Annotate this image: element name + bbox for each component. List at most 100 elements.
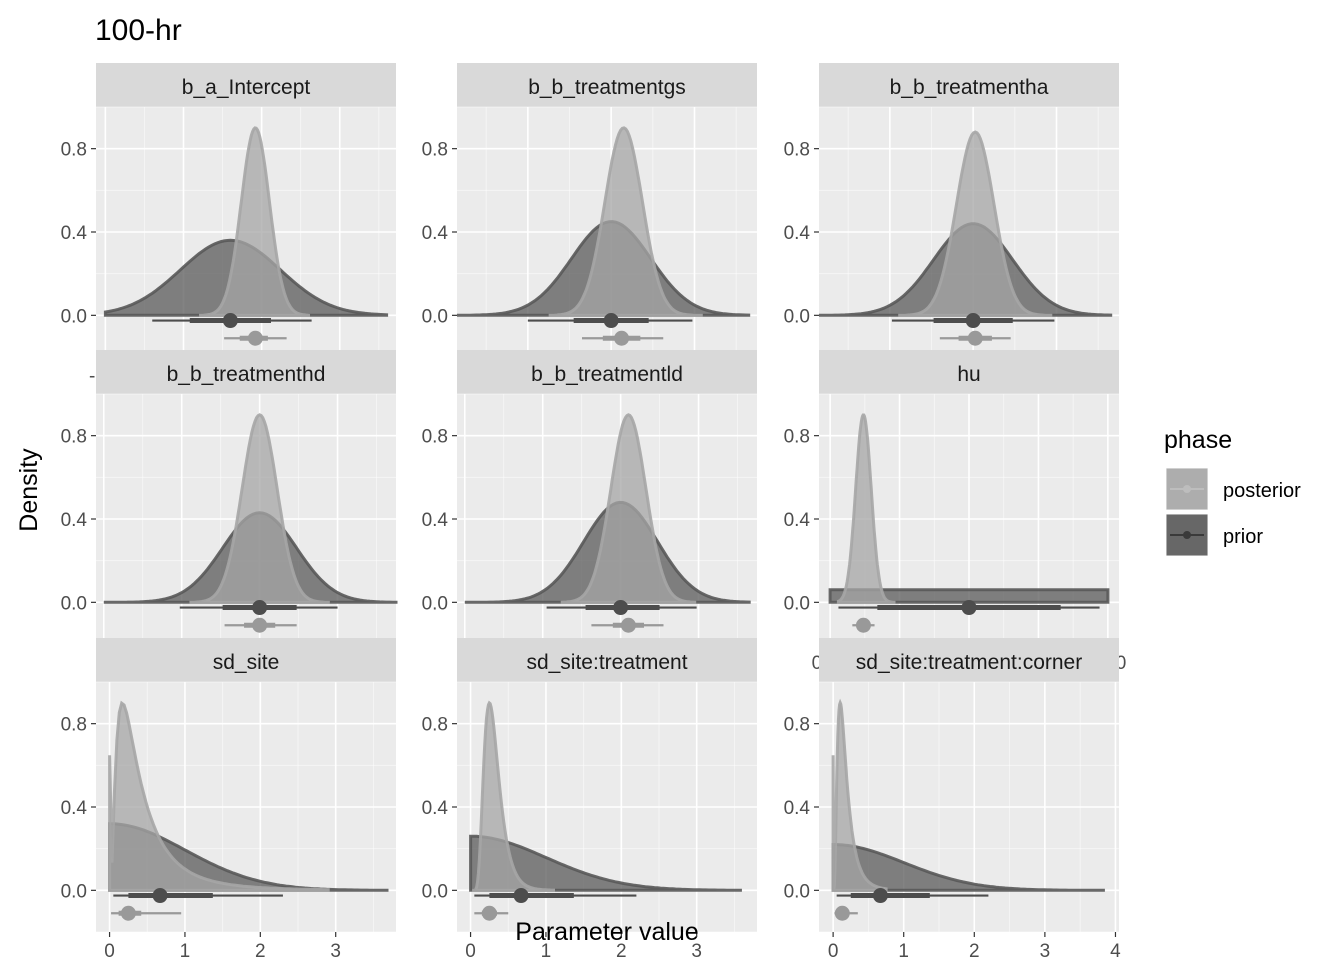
y-tick-label: 0.8 xyxy=(61,715,87,736)
y-tick-label: 0.0 xyxy=(61,306,87,327)
prior-density-area xyxy=(831,843,1105,892)
facet-strip-label: hu xyxy=(957,363,980,386)
y-tick-label: 0.8 xyxy=(422,715,448,736)
posterior-point-estimate xyxy=(481,905,497,921)
x-tick-label: 4 xyxy=(1110,941,1121,960)
posterior-density-area xyxy=(472,700,555,892)
x-tick-label: 0 xyxy=(465,941,476,960)
prior-point-estimate xyxy=(252,600,268,616)
facet-strip-label: b_b_treatmentld xyxy=(531,363,683,386)
legend-label-posterior: posterior xyxy=(1223,480,1301,502)
y-tick-label: 0.0 xyxy=(61,881,87,902)
facet-panels: b_a_Intercept0.00.40.8-2.50.02.55.0b_b_t… xyxy=(61,63,1126,960)
facet-panel: hu0.00.40.80.000.250.500.751.00 xyxy=(784,350,1126,674)
facet-strip-label: sd_site:treatment xyxy=(526,651,687,674)
prior-point-estimate xyxy=(613,600,629,616)
posterior-density-area xyxy=(189,413,330,604)
x-tick-label: 3 xyxy=(330,941,341,960)
legend-key-prior: prior xyxy=(1166,514,1263,556)
x-tick-label: 0 xyxy=(828,941,839,960)
prior-point-estimate xyxy=(152,888,168,904)
facet-strip xyxy=(819,638,1119,682)
y-tick-label: 0.4 xyxy=(61,510,88,531)
facet-strip xyxy=(457,350,757,394)
figure-title: 100-hr xyxy=(95,14,182,47)
prior-point-estimate xyxy=(961,600,977,616)
posterior-point-estimate xyxy=(614,330,630,346)
facet-panel: sd_site 0.0 0.4 0.8 0 1 2 3 xyxy=(61,638,396,960)
posterior-point-estimate xyxy=(967,330,983,346)
x-tick-label: 0 xyxy=(104,941,115,960)
x-tick-label: 3 xyxy=(1040,941,1051,960)
y-tick-label: 0.4 xyxy=(422,510,449,531)
y-tick-label: 0.4 xyxy=(61,223,88,244)
y-tick-label: 0.4 xyxy=(784,798,811,819)
y-tick-label: 0.0 xyxy=(422,593,448,614)
posterior-point-estimate xyxy=(855,617,871,633)
posterior-density-area xyxy=(198,126,310,317)
facet-strip-label: b_b_treatmentha xyxy=(890,76,1049,99)
y-tick-label: 0.4 xyxy=(422,223,449,244)
x-axis-title: Parameter value xyxy=(515,918,698,946)
posterior-point-estimate xyxy=(252,617,268,633)
facet-strip xyxy=(457,63,757,107)
x-tick-label: 2 xyxy=(616,941,627,960)
y-tick-label: 0.8 xyxy=(784,427,810,448)
facet-strip-label: b_b_treatmenthd xyxy=(167,363,326,386)
x-tick-label: 1 xyxy=(541,941,552,960)
prior-density-area xyxy=(469,834,742,892)
facet-strip xyxy=(457,638,757,682)
posterior-density-area xyxy=(548,126,703,317)
prior-point-estimate xyxy=(965,313,981,329)
prior-point-estimate xyxy=(603,313,619,329)
x-tick-label: 1 xyxy=(898,941,909,960)
legend-label-prior: prior xyxy=(1223,526,1263,548)
posterior-density-area xyxy=(831,698,888,892)
prior-point-estimate xyxy=(872,888,888,904)
facet-strip xyxy=(819,350,1119,394)
y-tick-label: 0.4 xyxy=(422,798,449,819)
legend: phase posterior prior xyxy=(1164,426,1301,556)
x-tick-label: 1 xyxy=(180,941,191,960)
prior-point-estimate xyxy=(513,888,529,904)
y-tick-label: 0.0 xyxy=(784,306,810,327)
posterior-density-area xyxy=(836,413,896,604)
legend-point-posterior xyxy=(1183,485,1191,493)
y-tick-label: 0.0 xyxy=(422,306,448,327)
facet-panel: sd_site:treatment:corner 0.0 0.4 0.8 0 1 2 3 4 xyxy=(784,638,1121,960)
y-tick-label: 0.4 xyxy=(61,798,88,819)
y-tick-label: 0.8 xyxy=(61,427,87,448)
prior-point-estimate xyxy=(222,313,238,329)
legend-key-posterior: posterior xyxy=(1166,468,1301,510)
y-tick-label: 0.0 xyxy=(61,593,87,614)
y-tick-label: 0.0 xyxy=(422,881,448,902)
facet-strip-label: b_b_treatmentgs xyxy=(528,76,686,99)
posterior-density-area xyxy=(108,700,330,892)
posterior-point-estimate xyxy=(620,617,636,633)
facet-strip xyxy=(819,63,1119,107)
y-tick-label: 0.8 xyxy=(422,427,448,448)
facet-strip xyxy=(96,350,396,394)
y-tick-label: 0.8 xyxy=(422,140,448,161)
x-tick-label: 2 xyxy=(255,941,266,960)
legend-title: phase xyxy=(1164,426,1232,454)
x-tick-label: 3 xyxy=(691,941,702,960)
y-tick-label: 0.8 xyxy=(784,140,810,161)
posterior-density-area xyxy=(560,413,697,604)
x-tick-label: 2 xyxy=(969,941,980,960)
facet-strip-label: sd_site:treatment:corner xyxy=(856,651,1082,674)
facet-strip xyxy=(96,638,396,682)
legend-point-prior xyxy=(1183,531,1191,539)
posterior-point-estimate xyxy=(834,905,850,921)
posterior-point-estimate xyxy=(247,330,263,346)
y-tick-label: 0.0 xyxy=(784,881,810,902)
y-tick-label: 0.8 xyxy=(61,140,87,161)
posterior-density-area xyxy=(898,130,1053,317)
y-tick-label: 0.4 xyxy=(784,223,811,244)
